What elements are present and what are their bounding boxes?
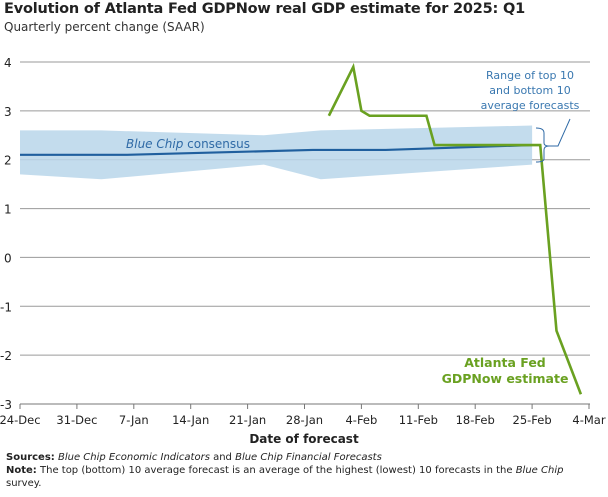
x-tick-label: 11-Feb [399, 413, 438, 427]
band-label-line3: average forecasts [481, 99, 580, 112]
y-tick-label: 3 [4, 105, 12, 119]
consensus-line [20, 143, 533, 156]
y-tick-label: -2 [0, 349, 12, 363]
band-callout-line [549, 118, 571, 147]
x-tick-label: 7-Jan [119, 413, 149, 427]
sources-line: Sources: Blue Chip Economic Indicators a… [6, 452, 382, 463]
chart-notes: Sources: Blue Chip Economic Indicators a… [6, 451, 566, 490]
x-tick-label: 25-Feb [513, 413, 552, 427]
y-tick-label: 0 [4, 251, 12, 265]
y-tick-label: 4 [4, 56, 12, 70]
gdpnow-label-line2: GDPNow estimate [442, 371, 569, 386]
gdpnow-line [327, 62, 583, 395]
y-tick-label: -1 [0, 300, 12, 314]
x-tick-label: 4-Mar [572, 413, 605, 427]
consensus-label: Blue Chip consensus [126, 137, 250, 151]
x-tick-label: 4-Feb [345, 413, 377, 427]
x-tick-label: 14-Jan [172, 413, 209, 427]
chart-title: Evolution of Atlanta Fed GDPNow real GDP… [4, 1, 526, 17]
gdpnow-label-line1: Atlanta Fed [464, 355, 546, 370]
band-label-line1: Range of top 10 [486, 69, 574, 82]
x-tick-label: 31-Dec [56, 413, 97, 427]
y-tick-label: -3 [0, 398, 12, 412]
x-tick-label: 18-Feb [456, 413, 495, 427]
band-label-line2: and bottom 10 [489, 84, 570, 97]
note-line: Note: The top (bottom) 10 average foreca… [6, 465, 564, 489]
x-tick-label: 24-Dec [0, 413, 41, 427]
chart-subtitle: Quarterly percent change (SAAR) [4, 20, 205, 34]
x-axis-title: Date of forecast [249, 432, 359, 446]
x-tick-label: 28-Jan [286, 413, 323, 427]
x-tick-label: 21-Jan [229, 413, 266, 427]
y-tick-label: 2 [4, 154, 12, 168]
forecast-range-band [20, 125, 533, 180]
y-tick-label: 1 [4, 203, 12, 217]
